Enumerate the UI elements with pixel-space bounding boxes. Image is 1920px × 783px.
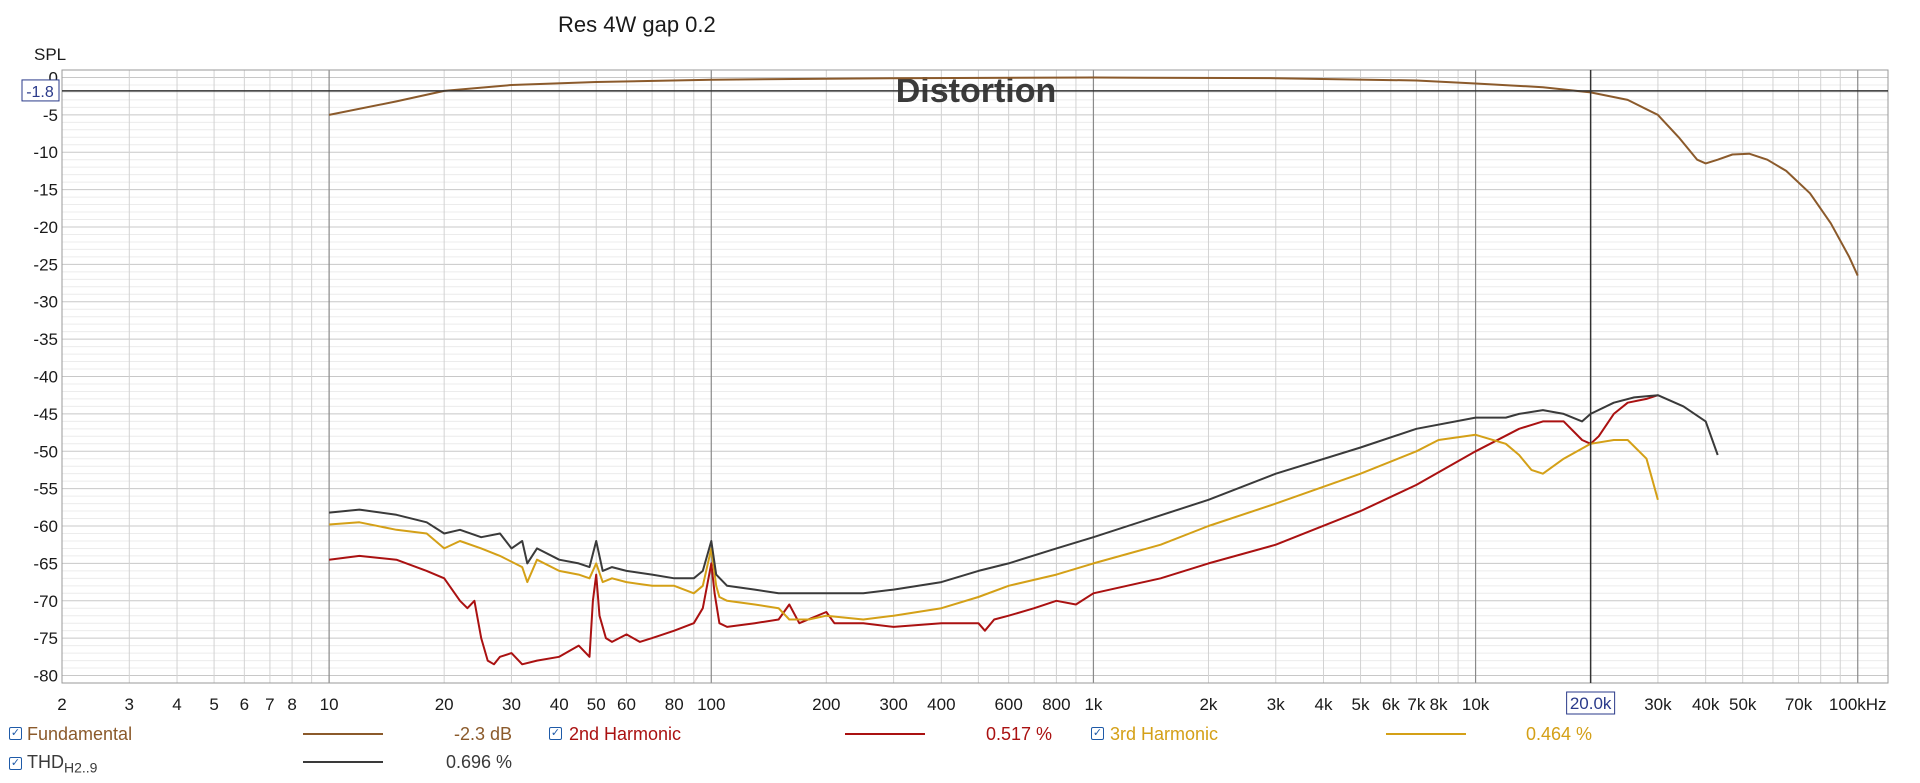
x-tick-label: 6	[240, 695, 249, 714]
cursor-y-readout-box	[21, 79, 60, 102]
x-tick-label: 7	[265, 695, 274, 714]
y-axis-label: SPL	[34, 45, 66, 64]
legend-thd-subscript: H2..9	[64, 759, 98, 776]
legend-third-harmonic-name: 3rd Harmonic	[1110, 724, 1219, 744]
x-tick-label: 30	[502, 695, 521, 714]
x-tick-label: 800	[1042, 695, 1070, 714]
series-line-3rd-harmonic[interactable]	[329, 433, 1659, 621]
series-line-2nd-harmonic[interactable]	[328, 394, 1659, 666]
legend-second-harmonic-name: 2nd Harmonic	[569, 724, 682, 744]
x-tick-label: 40	[550, 695, 569, 714]
cursor-y-readout: -1.8	[26, 84, 54, 101]
x-tick-label: 2	[57, 695, 66, 714]
legend-fundamental-swatch	[303, 733, 383, 735]
x-tick-label: 5	[209, 695, 218, 714]
y-tick-label: -70	[33, 592, 58, 611]
series-line-fundamental[interactable]	[328, 76, 1859, 277]
x-tick-label: 10k	[1462, 695, 1490, 714]
y-tick-label: -15	[33, 181, 58, 200]
x-tick-label: 4k	[1315, 695, 1333, 714]
legend-third-harmonic-value: 0.464 %	[1525, 724, 1592, 744]
x-tick-label: 7k	[1407, 695, 1425, 714]
y-tick-label: -55	[33, 480, 58, 499]
grid	[61, 69, 1889, 684]
y-tick-label: -65	[33, 554, 58, 573]
legend-fundamental-name: Fundamental	[27, 724, 133, 744]
legend-thd-swatch	[303, 761, 383, 763]
x-tick-label: 3	[125, 695, 134, 714]
x-tick-label: 600	[994, 695, 1022, 714]
y-tick-label: -10	[33, 143, 58, 162]
legend-thd-name: THDH2..9	[27, 752, 98, 776]
series-line-thd[interactable]	[329, 394, 1719, 595]
x-tick-label: 6k	[1382, 695, 1400, 714]
y-tick-label: -45	[33, 405, 58, 424]
x-tick-label: 80	[665, 695, 684, 714]
x-tick-label: 4	[172, 695, 181, 714]
x-tick-label: 60	[617, 695, 636, 714]
plot-frame	[61, 69, 1889, 684]
x-tick-label: 200	[812, 695, 840, 714]
y-tick-label: -50	[33, 442, 58, 461]
legend-row-1: ✓ Fundamental -2.3 dB ✓ 2nd Harmonic 0.5…	[0, 722, 1920, 746]
y-tick-label: 0	[49, 68, 58, 87]
x-tick-label: 10	[320, 695, 339, 714]
x-tick-label: 3k	[1267, 695, 1285, 714]
cursor-x-readout-box	[1566, 691, 1616, 715]
x-tick-label: 70k	[1785, 695, 1813, 714]
x-tick-label: 8k	[1430, 695, 1448, 714]
y-tick-label: -80	[33, 667, 58, 686]
legend-second-harmonic-swatch	[845, 733, 925, 735]
y-tick-label: -40	[33, 368, 58, 387]
x-tick-label: 100kHz	[1829, 695, 1887, 714]
y-tick-label: -30	[33, 293, 58, 312]
y-tick-label: -35	[33, 330, 58, 349]
third-harmonic-checkbox[interactable]: ✓	[1091, 727, 1104, 740]
legend-second-harmonic-value: 0.517 %	[985, 724, 1052, 744]
x-tick-label: 40k	[1692, 695, 1720, 714]
legend-thd-value: 0.696 %	[445, 752, 512, 772]
x-tick-label: 50	[587, 695, 606, 714]
x-tick-label: 1k	[1084, 695, 1102, 714]
cursor-x-readout: 20.0k	[1570, 694, 1612, 713]
x-tick-label: 8	[287, 695, 296, 714]
x-tick-label: 5k	[1352, 695, 1370, 714]
legend-fundamental-value: -2.3 dB	[453, 724, 512, 744]
y-tick-label: -20	[33, 218, 58, 237]
x-tick-label: 2k	[1199, 695, 1217, 714]
legend-third-harmonic-swatch	[1386, 733, 1466, 735]
x-tick-label: 100	[697, 695, 725, 714]
x-tick-label: 50k	[1729, 695, 1757, 714]
x-tick-label: 20	[435, 695, 454, 714]
second-harmonic-checkbox[interactable]: ✓	[549, 727, 562, 740]
y-tick-label: -5	[43, 106, 58, 125]
x-tick-label: 300	[879, 695, 907, 714]
x-tick-label: 30k	[1644, 695, 1672, 714]
fundamental-checkbox[interactable]: ✓	[9, 727, 22, 740]
chart-title: Res 4W gap 0.2	[558, 12, 716, 37]
y-tick-label: -75	[33, 629, 58, 648]
y-tick-label: -25	[33, 255, 58, 274]
thd-checkbox[interactable]: ✓	[9, 757, 22, 770]
y-tick-label: -60	[33, 517, 58, 536]
x-tick-label: 400	[927, 695, 955, 714]
legend-row-2: ✓ THDH2..9 0.696 %	[0, 750, 1920, 776]
